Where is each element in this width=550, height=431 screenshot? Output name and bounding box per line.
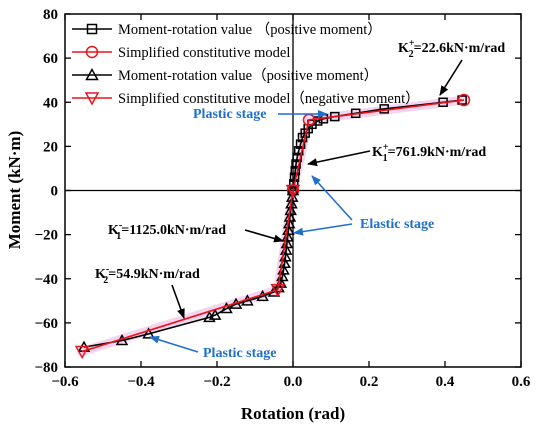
k1-negative-arrow (244, 229, 284, 243)
y-tick-label: 80 (43, 7, 58, 23)
k1-positive-label: K+ 1=761.9kN·m/rad (372, 142, 486, 164)
k2-positive-label: K+ 2=22.6kN·m/rad (398, 38, 505, 60)
x-tick-label: −0.2 (203, 374, 230, 390)
elastic-stage-label: Elastic stage (360, 217, 434, 232)
y-tick-label: 60 (43, 51, 58, 67)
legend-entry-3: Moment-rotation value（positive moment） (72, 67, 378, 84)
annotations: K+ 2=22.6kN·m/rad Plastic stage K+ 1=761.9… (95, 38, 505, 361)
data-point (203, 310, 216, 323)
legend-entry-4: Simplified constitutive model（negative m… (72, 90, 420, 107)
k1-positive-arrow (307, 150, 371, 167)
legend-entry-1: Moment-rotation value （positive moment） (72, 21, 382, 38)
x-axis-title: Rotation (rad) (241, 404, 345, 423)
k2-negative-arrow (171, 284, 185, 319)
legend: Moment-rotation value （positive moment） S… (72, 21, 420, 107)
axis-ticks: −0.6 −0.4 −0.2 0.0 0.2 0.4 0.6 −80 −60 −40 −20 0 20 4… (34, 7, 530, 390)
x-tick-label: −0.4 (127, 374, 155, 390)
legend-label: Simplified constitutive model（negative m… (118, 90, 420, 107)
y-tick-label: 40 (43, 95, 58, 111)
data-point (142, 327, 155, 339)
plastic-stage-lower-label: Plastic stage (203, 346, 276, 361)
data-point (270, 284, 286, 298)
legend-entry-2: Simplified constitutive model (72, 45, 290, 61)
data-point (74, 345, 90, 360)
legend-label: Simplified constitutive model (118, 45, 290, 61)
x-tick-label: 0.4 (436, 374, 455, 390)
data-point (84, 92, 100, 106)
plastic-stage-upper-label: Plastic stage (193, 107, 266, 122)
series-4 (74, 184, 301, 360)
x-tick-label: 0.2 (360, 374, 379, 390)
data-point (457, 93, 471, 107)
series-line (81, 190, 294, 353)
y-tick-label: −80 (34, 360, 58, 376)
k2-positive-arrow (439, 59, 463, 96)
y-tick-label: −20 (34, 228, 58, 244)
k1-negative-label: K-1=1125.0kN·m/rad (108, 220, 226, 242)
data-point (295, 139, 306, 149)
legend-label: Moment-rotation value（positive moment） (118, 67, 378, 84)
data-point (272, 281, 285, 293)
legend-label: Moment-rotation value （positive moment） (118, 21, 382, 38)
data-point (86, 23, 98, 35)
series-layer (74, 93, 471, 360)
x-tick-label: 0.0 (284, 374, 303, 390)
y-tick-label: 0 (51, 184, 59, 200)
data-point (208, 308, 222, 320)
y-axis-title: Moment (kN·m) (5, 131, 24, 250)
series-line (292, 99, 465, 191)
y-tick-label: −60 (34, 316, 58, 332)
elastic-stage-arrow-lower (293, 223, 353, 236)
data-point (290, 165, 301, 176)
data-point (85, 67, 99, 81)
y-tick-label: −40 (34, 272, 58, 288)
data-point (291, 159, 301, 169)
plastic-stage-lower-arrow (149, 335, 199, 353)
k2-negative-label: K-2=54.9kN·m/rad (95, 264, 200, 286)
y-tick-label: 20 (43, 139, 58, 155)
x-tick-label: 0.6 (512, 374, 531, 390)
data-point (220, 301, 233, 314)
data-point (379, 104, 389, 114)
elastic-stage-arrow-upper (311, 175, 353, 221)
data-point (285, 184, 301, 199)
x-tick-label: −0.6 (51, 374, 79, 390)
data-point (85, 45, 99, 59)
